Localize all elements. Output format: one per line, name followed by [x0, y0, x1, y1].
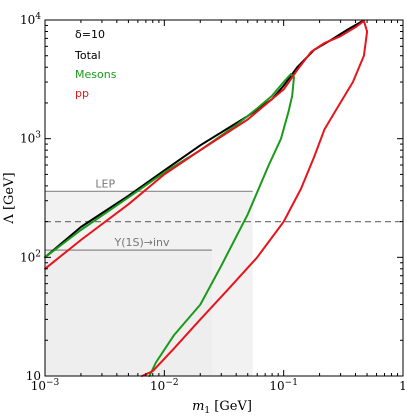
shaded-region-upsilon — [45, 250, 212, 376]
legend-entry-total: Total — [74, 49, 101, 62]
legend-header: δ=10 — [75, 28, 105, 41]
series-line-total — [44, 20, 365, 259]
legend-entry-pp: pp — [75, 87, 89, 100]
x-axis-title: m1 [GeV] — [192, 399, 252, 416]
legend-entry-mesons: Mesons — [75, 68, 117, 81]
series-line-pp — [44, 20, 369, 377]
legend: δ=10 Total Mesons pp — [74, 28, 117, 100]
series-line-mesons — [44, 73, 295, 377]
y-tick-label: 103 — [20, 131, 41, 146]
reference-label-0: LEP — [95, 177, 115, 190]
plot-frame — [44, 19, 404, 377]
x-tick-label: 1 — [399, 379, 407, 393]
axis-ticks — [44, 19, 404, 377]
series-layer — [44, 20, 369, 377]
shaded-regions — [45, 191, 253, 376]
reference-label-2: Υ(1S)→inv — [113, 236, 170, 249]
y-tick-label: 102 — [20, 249, 41, 264]
y-axis-title: Λ [GeV] — [2, 172, 17, 224]
y-tick-label: 10 — [26, 369, 41, 383]
axis-tick-labels: 10−3 10−2 10−1 1 10 102 103 104 — [20, 12, 407, 393]
y-tick-label: 104 — [20, 12, 41, 27]
reference-lines: LEP Υ(1S)→inv — [45, 177, 403, 251]
x-tick-label: 10−3 — [31, 378, 60, 393]
x-tick-label: 10−2 — [150, 378, 179, 393]
x-tick-label: 10−1 — [269, 378, 298, 393]
